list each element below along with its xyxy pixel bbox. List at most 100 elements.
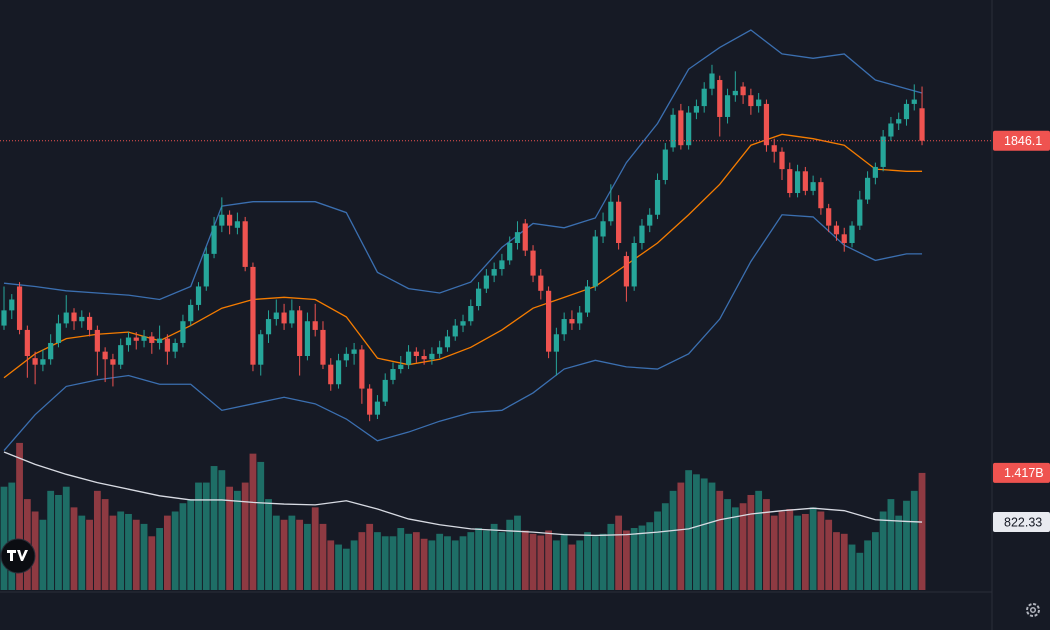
candle-body — [670, 114, 676, 148]
volume-bar — [304, 523, 311, 590]
gear[interactable] — [1026, 603, 1040, 617]
candle-body — [794, 171, 801, 194]
volume-ma-tag — [993, 512, 1050, 533]
candle-body — [289, 310, 295, 324]
candle-body — [133, 337, 139, 341]
candle-body — [141, 336, 147, 341]
candle-body — [888, 123, 894, 137]
volume-bar — [187, 499, 195, 590]
candle-body — [530, 250, 536, 276]
logo-mark[interactable] — [7, 550, 28, 561]
volume-bar — [724, 499, 731, 590]
candle-body — [460, 321, 466, 326]
candle-body — [654, 179, 661, 215]
volume-bar — [47, 490, 55, 590]
volume-bar — [615, 515, 623, 590]
volume-bar — [296, 519, 304, 590]
volume-bar — [171, 511, 179, 590]
candle-body — [686, 112, 692, 146]
candle-body — [546, 290, 552, 352]
volume-bar — [70, 507, 78, 590]
volume-bar — [490, 523, 498, 590]
volume-bar — [93, 490, 101, 590]
volume-bar — [342, 548, 350, 590]
volume-tag — [993, 462, 1050, 483]
candle-body — [102, 351, 108, 360]
volume-bar — [506, 519, 514, 590]
candle-body — [647, 214, 653, 226]
candle-body — [71, 312, 77, 322]
candle-body — [849, 225, 855, 243]
volume-bar — [521, 530, 529, 590]
last-price-label: 1846.1 — [1004, 134, 1042, 148]
tv-logo[interactable] — [0, 538, 36, 574]
gear-hub[interactable] — [1029, 606, 1037, 614]
candle-body — [826, 208, 832, 226]
volume-bar — [280, 519, 288, 590]
candle-body — [499, 260, 505, 270]
volume-bar — [833, 532, 840, 590]
volume-bar — [794, 515, 801, 590]
candle-body — [701, 88, 707, 107]
volume-bar — [685, 470, 693, 590]
candle-body — [919, 108, 925, 141]
volume-bar — [731, 507, 739, 590]
volume-bar — [148, 536, 156, 590]
candle-body — [94, 329, 100, 352]
volume-bar — [871, 532, 879, 590]
volume-bar — [86, 519, 93, 590]
volume-bar — [739, 503, 747, 590]
volume-bar — [903, 500, 910, 590]
candle-body — [149, 336, 155, 343]
candle-body — [242, 221, 248, 267]
candle-body — [351, 349, 357, 354]
candle-body — [810, 182, 816, 191]
candle-body — [16, 286, 23, 330]
candle-body — [802, 171, 808, 191]
volume-bar — [895, 515, 903, 590]
volume-bar — [708, 482, 716, 590]
volume-bar — [249, 453, 257, 590]
candle-body — [553, 334, 559, 352]
volume-bar — [444, 536, 451, 590]
volume-bar — [840, 533, 848, 590]
volume-bar — [163, 515, 171, 590]
volume-bar — [537, 535, 545, 590]
candle-body — [118, 345, 124, 365]
volume-bar — [623, 530, 630, 590]
volume-bar — [78, 515, 86, 590]
candle-body — [211, 225, 217, 254]
candle-body — [779, 151, 785, 170]
volume-bar — [856, 552, 864, 590]
volume-bar — [241, 482, 249, 590]
volume-bar — [584, 532, 591, 590]
candle-body — [468, 306, 474, 322]
candle-body — [405, 351, 412, 365]
volume-bar — [381, 536, 389, 590]
candle-body — [180, 321, 186, 343]
volume-bar — [669, 490, 677, 590]
volume-bar — [514, 515, 521, 590]
volume-bar — [257, 461, 265, 590]
candle-body — [24, 329, 30, 356]
candle-body — [483, 275, 489, 289]
volume-bar — [864, 540, 871, 590]
volume-bar — [552, 540, 560, 590]
candle-body — [631, 243, 637, 287]
candle-body — [328, 364, 334, 385]
volume-bar — [654, 511, 661, 590]
volume-bar — [397, 528, 405, 590]
candle-body — [79, 316, 85, 322]
candle-body — [724, 95, 731, 117]
logo-circle[interactable] — [0, 538, 36, 574]
candle-body — [48, 342, 54, 360]
settings-icon[interactable] — [1026, 603, 1040, 617]
volume-bar — [389, 536, 397, 590]
volume-bar — [195, 482, 202, 590]
volume-bar — [700, 478, 708, 590]
volume-bar — [459, 536, 467, 590]
candle-body — [880, 136, 886, 167]
volume-bar — [786, 509, 794, 590]
volume-bar — [778, 511, 786, 590]
